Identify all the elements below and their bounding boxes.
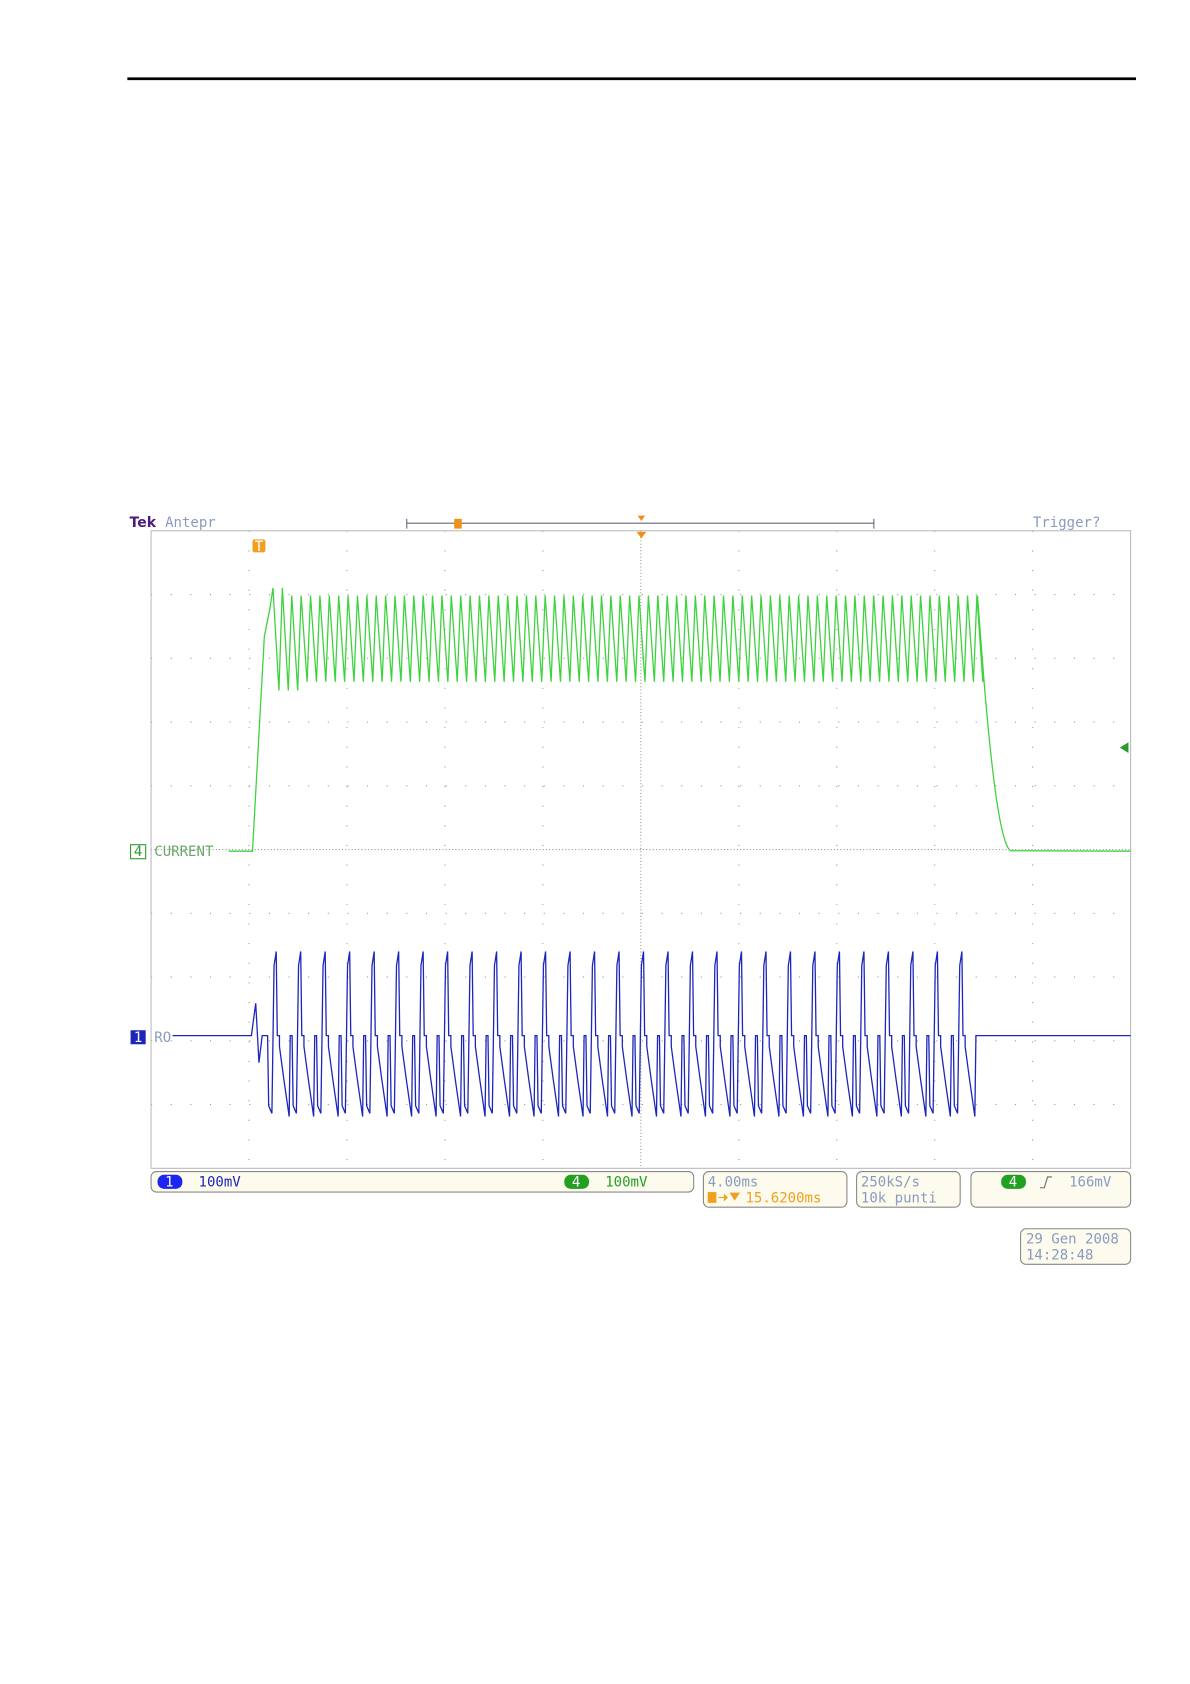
record-bar (406, 518, 875, 529)
horizontal-readout (702, 1171, 848, 1208)
trigger-status: Trigger? (1033, 515, 1101, 531)
trigger-slope (1040, 1176, 1052, 1189)
trigger-source: 4 (1009, 1174, 1017, 1190)
trigger-pos-arrow (718, 1192, 741, 1202)
trigger-marker-box (252, 539, 266, 553)
trigger-position: 15.6200ms (745, 1191, 821, 1207)
mode: Antepr (165, 515, 216, 531)
ch1-label: RO (154, 1030, 171, 1046)
ch1-marker-box (130, 1030, 146, 1045)
ch4-marker: 4 (134, 844, 142, 860)
timestamp-box (1020, 1228, 1132, 1265)
vertical-readout (150, 1171, 695, 1193)
current-trace (228, 587, 1131, 852)
date: 29 Gen 2008 (1026, 1232, 1119, 1248)
record-length: 10k punti (861, 1191, 937, 1207)
ch4-label: CURRENT (154, 844, 214, 860)
ch4-marker-box (130, 844, 147, 860)
trigger-level-arrow (1119, 742, 1129, 753)
sample-rate: 250kS/s (861, 1174, 920, 1190)
ch4-badge: 4 (572, 1174, 580, 1190)
graticule-frame (150, 530, 1132, 1169)
ro-trace (172, 951, 1131, 1117)
trigger-marker: T (255, 539, 264, 555)
ch1-badge-box (157, 1174, 183, 1189)
acquisition-readout (856, 1171, 961, 1208)
ch1-scale: 100mV (199, 1174, 242, 1190)
ch1-marker: 1 (134, 1030, 142, 1046)
brand: Tek (129, 515, 156, 531)
timebase: 4.00ms (708, 1174, 759, 1190)
time: 14:28:48 (1026, 1248, 1094, 1264)
trigger-pos-icon (707, 1192, 717, 1203)
ch4-scale: 100mV (605, 1174, 648, 1190)
ch4-badge-box (564, 1174, 590, 1189)
center-markers (636, 515, 647, 539)
scope-graticule (151, 530, 1131, 1169)
ch1-badge: 1 (165, 1174, 173, 1190)
record-trigger (454, 518, 462, 529)
trigger-source-box (1001, 1174, 1026, 1189)
trigger-level: 166mV (1069, 1174, 1112, 1190)
